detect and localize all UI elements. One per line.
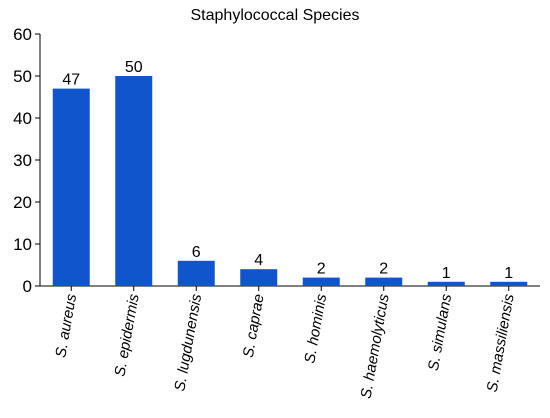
category-label: S. aureus — [52, 292, 80, 359]
bar — [240, 269, 278, 286]
y-tick-label: 20 — [13, 193, 32, 212]
category-labels: S. aureus S. epidermis S. lugdunensis S. ca… — [52, 292, 517, 400]
y-tick-label: 50 — [13, 67, 32, 86]
bar — [427, 281, 465, 286]
category-label: S. epidermis — [111, 292, 142, 378]
y-tick-label: 10 — [13, 235, 32, 254]
data-label: 1 — [442, 265, 451, 282]
bar — [490, 281, 528, 286]
data-label: 6 — [192, 244, 201, 261]
category-label: S. haemolyticus — [358, 292, 393, 400]
category-label: S. simulans — [425, 292, 455, 372]
bar — [177, 260, 215, 286]
bar — [115, 76, 153, 286]
data-label: 1 — [504, 265, 513, 282]
y-tick-label: 40 — [13, 109, 32, 128]
data-labels: 47 50 6 4 2 2 1 1 — [62, 59, 513, 282]
bar — [52, 88, 90, 286]
data-label: 2 — [379, 261, 388, 278]
data-label: 4 — [254, 252, 263, 269]
chart-title: Staphylococcal Species — [191, 7, 360, 24]
data-label: 47 — [62, 72, 80, 89]
bars — [52, 76, 528, 286]
y-tick-label: 0 — [23, 277, 32, 296]
data-label: 50 — [125, 59, 143, 76]
bar — [302, 277, 340, 286]
y-tick-label: 60 — [13, 25, 32, 44]
category-label: S. hominis — [301, 292, 330, 364]
y-tick-label: 30 — [13, 151, 32, 170]
category-label: S. massiliensis — [484, 292, 518, 393]
category-label: S. caprae — [240, 293, 268, 359]
data-label: 2 — [317, 261, 326, 278]
axes: 0 10 20 30 40 50 60 — [13, 25, 540, 296]
category-label: S. lugdunensis — [171, 292, 205, 392]
bar — [365, 277, 403, 286]
